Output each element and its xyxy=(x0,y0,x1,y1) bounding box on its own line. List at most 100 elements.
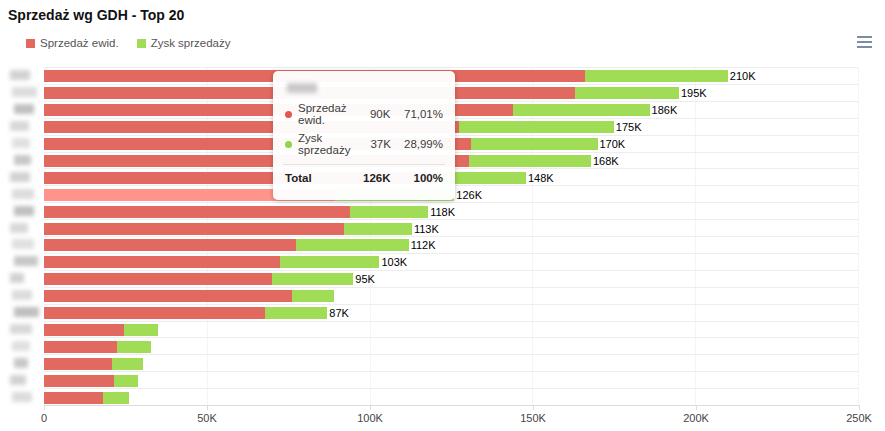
segment-sprzedaz[interactable] xyxy=(44,239,296,251)
bar-row-16[interactable] xyxy=(44,337,858,355)
chart-title: Sprzedaż wg GDH - Top 20 xyxy=(8,7,184,23)
vertical-gridline xyxy=(858,67,859,405)
segment-sprzedaz[interactable] xyxy=(44,273,272,285)
segment-sprzedaz[interactable] xyxy=(44,392,103,404)
category-label-redacted xyxy=(10,70,30,80)
category-label-redacted xyxy=(12,87,37,97)
x-axis-tick-label: 150K xyxy=(520,412,546,424)
tooltip-category-redacted xyxy=(287,83,317,93)
segment-sprzedaz[interactable] xyxy=(44,341,117,353)
stacked-bar[interactable] xyxy=(44,239,409,251)
category-label-redacted xyxy=(12,290,32,300)
segment-zysk[interactable] xyxy=(117,341,151,353)
x-axis-tick-label: 200K xyxy=(683,412,709,424)
category-label-redacted xyxy=(10,273,24,283)
segment-zysk[interactable] xyxy=(280,256,379,268)
legend-label: Zysk sprzedaży xyxy=(151,37,231,49)
bar-row-9[interactable]: 113K xyxy=(44,219,858,237)
bar-row-13[interactable] xyxy=(44,287,858,305)
segment-sprzedaz[interactable] xyxy=(44,307,265,319)
legend-swatch-icon xyxy=(26,39,35,48)
segment-zysk[interactable] xyxy=(469,155,591,167)
stacked-bar[interactable] xyxy=(44,290,334,302)
tooltip-total-pct: 100% xyxy=(397,172,443,184)
segment-sprzedaz[interactable] xyxy=(44,358,112,370)
segment-sprzedaz[interactable] xyxy=(44,206,350,218)
stacked-bar[interactable] xyxy=(44,324,158,336)
tooltip-total-row: Total 126K 100% xyxy=(285,172,443,184)
bar-row-11[interactable]: 103K xyxy=(44,253,858,271)
stacked-bar[interactable] xyxy=(44,256,379,268)
category-label-redacted xyxy=(10,324,32,334)
segment-zysk[interactable] xyxy=(575,87,679,99)
bar-total-label: 126K xyxy=(454,189,482,201)
segment-zysk[interactable] xyxy=(350,206,428,218)
stacked-bar[interactable] xyxy=(44,392,129,404)
segment-zysk[interactable] xyxy=(459,121,614,133)
x-axis-line xyxy=(44,405,859,406)
segment-zysk[interactable] xyxy=(585,70,728,82)
legend-item-1[interactable]: Zysk sprzedaży xyxy=(137,37,231,49)
segment-zysk[interactable] xyxy=(114,375,138,387)
bar-total-label: 170K xyxy=(598,138,626,150)
tooltip-series-row-1: Zysk sprzedaży37K28,99% xyxy=(285,132,443,156)
segment-sprzedaz[interactable] xyxy=(44,256,280,268)
x-axis-tick-label: 0 xyxy=(41,412,47,424)
bar-row-12[interactable]: 95K xyxy=(44,270,858,288)
bar-row-17[interactable] xyxy=(44,354,858,372)
chart-legend: Sprzedaż ewid. Zysk sprzedaży xyxy=(26,37,231,49)
bar-row-18[interactable] xyxy=(44,371,858,389)
segment-zysk[interactable] xyxy=(344,223,412,235)
segment-zysk[interactable] xyxy=(272,273,353,285)
segment-zysk[interactable] xyxy=(292,290,334,302)
segment-zysk[interactable] xyxy=(124,324,158,336)
segment-sprzedaz[interactable] xyxy=(44,223,344,235)
segment-sprzedaz[interactable] xyxy=(44,324,124,336)
category-label-redacted xyxy=(10,121,29,131)
stacked-bar[interactable] xyxy=(44,375,138,387)
stacked-bar[interactable] xyxy=(44,206,428,218)
tooltip-series-pct: 28,99% xyxy=(401,138,443,150)
bar-row-19[interactable] xyxy=(44,388,858,406)
bar-total-label: 87K xyxy=(327,307,349,319)
segment-sprzedaz[interactable] xyxy=(44,375,114,387)
stacked-bar[interactable] xyxy=(44,307,327,319)
tooltip-total-value: 126K xyxy=(363,172,397,184)
segment-zysk[interactable] xyxy=(296,239,408,251)
bar-total-label: 118K xyxy=(428,206,455,218)
segment-zysk[interactable] xyxy=(103,392,129,404)
bar-row-10[interactable]: 112K xyxy=(44,236,858,254)
x-axis-tick xyxy=(533,405,534,410)
bar-row-8[interactable]: 118K xyxy=(44,202,858,220)
hamburger-menu-icon[interactable] xyxy=(857,36,872,48)
stacked-bar[interactable] xyxy=(44,341,151,353)
sales-chart-widget: Sprzedaż wg GDH - Top 20 Sprzedaż ewid. Z… xyxy=(0,0,885,431)
x-axis-tick-label: 50K xyxy=(197,412,217,424)
segment-zysk[interactable] xyxy=(513,104,650,116)
segment-zysk[interactable] xyxy=(112,358,143,370)
tooltip-total-label: Total xyxy=(285,172,363,184)
bar-tooltip: Sprzedaż ewid.90K71,01%Zysk sprzedaży37K… xyxy=(273,71,455,200)
bar-total-label: 175K xyxy=(614,121,642,133)
legend-item-0[interactable]: Sprzedaż ewid. xyxy=(26,37,119,49)
category-label-redacted xyxy=(14,206,34,216)
segment-zysk[interactable] xyxy=(265,307,327,319)
x-axis-tick xyxy=(370,405,371,410)
stacked-bar[interactable] xyxy=(44,273,353,285)
bar-total-label: 95K xyxy=(353,273,375,285)
segment-sprzedaz[interactable] xyxy=(44,290,292,302)
segment-zysk[interactable] xyxy=(471,138,598,150)
category-label-redacted xyxy=(10,172,30,182)
stacked-bar[interactable] xyxy=(44,223,412,235)
x-axis-tick xyxy=(44,405,45,410)
category-label-redacted xyxy=(12,138,30,148)
bar-row-15[interactable] xyxy=(44,321,858,339)
bar-total-label: 186K xyxy=(650,104,678,116)
category-label-redacted xyxy=(14,104,34,114)
category-label-redacted xyxy=(12,392,32,402)
tooltip-series-label: Sprzedaż ewid. xyxy=(298,102,370,126)
category-label-redacted xyxy=(12,189,34,199)
bar-row-14[interactable]: 87K xyxy=(44,304,858,322)
x-axis-tick xyxy=(859,405,860,410)
stacked-bar[interactable] xyxy=(44,358,143,370)
